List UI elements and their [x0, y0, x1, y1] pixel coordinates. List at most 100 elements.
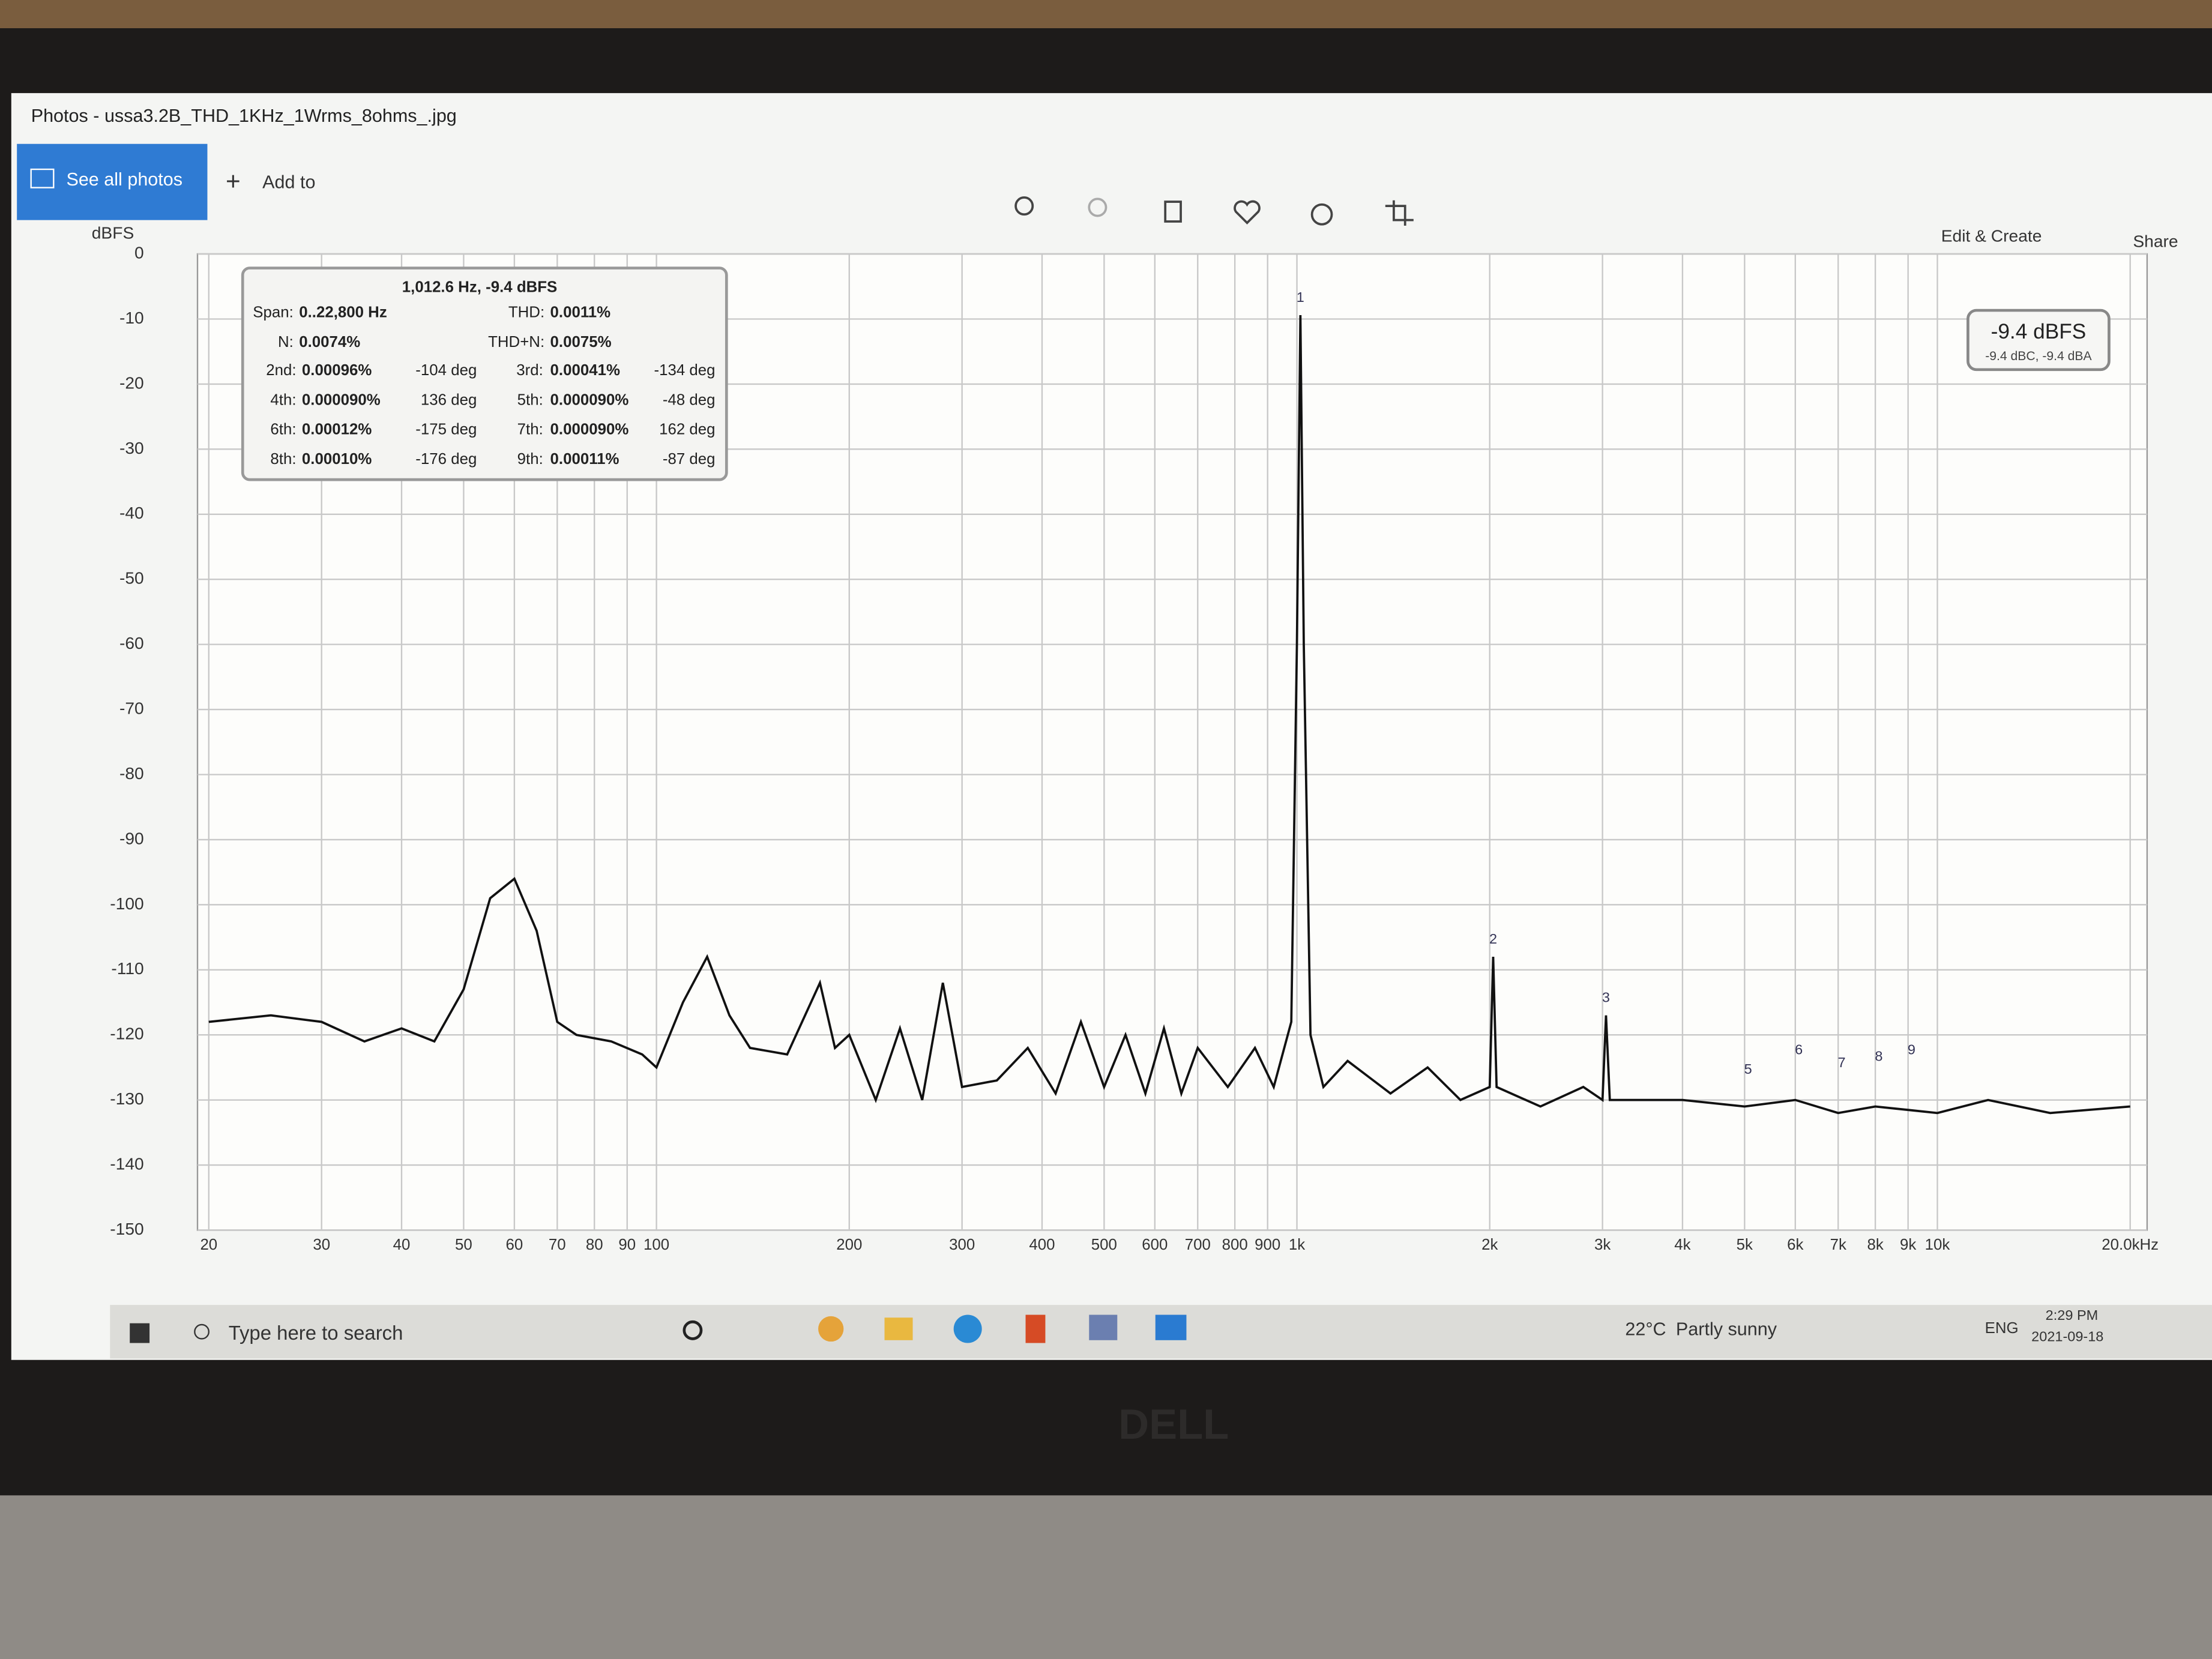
x-tick-label: 2k: [1481, 1236, 1498, 1253]
app-icon[interactable]: [1089, 1314, 1118, 1340]
info-cell: 0.0011%: [550, 304, 611, 321]
info-cell: -134 deg: [654, 362, 715, 379]
x-tick-label: 900: [1255, 1236, 1280, 1253]
info-cell: 3rd:: [516, 362, 543, 379]
x-tick-label: 200: [836, 1236, 862, 1253]
delete-icon[interactable]: [1164, 200, 1182, 223]
info-cell: 0.0074%: [299, 334, 360, 351]
x-tick-label: 700: [1185, 1236, 1211, 1253]
info-cell: -48 deg: [663, 391, 716, 408]
x-tick-label: 500: [1091, 1236, 1117, 1253]
info-cell: THD+N:: [488, 334, 544, 351]
cortana-icon[interactable]: [683, 1320, 703, 1340]
y-tick-label: -100: [110, 894, 143, 913]
y-tick-label: -10: [119, 308, 144, 327]
see-all-label[interactable]: See all photos: [66, 169, 182, 190]
level-main: -9.4 dBFS: [1991, 320, 2087, 343]
clock-time: 2:29 PM: [2046, 1307, 2099, 1323]
info-cell: 0.000090%: [550, 391, 629, 408]
clock-date: 2021-09-18: [2031, 1328, 2103, 1344]
info-cell: -87 deg: [663, 451, 716, 468]
x-tick-label: 8k: [1867, 1236, 1883, 1253]
zoom-out-icon[interactable]: [1088, 197, 1108, 217]
x-tick-label: 1k: [1289, 1236, 1305, 1253]
toolbar-icons: [1014, 196, 1414, 226]
harmonic-label: 1: [1297, 289, 1304, 305]
plus-icon[interactable]: +: [226, 167, 241, 196]
y-tick-label: -70: [119, 699, 144, 718]
share[interactable]: Share: [2133, 232, 2178, 251]
info-cell: 7th:: [517, 421, 543, 438]
info-cell: 0..22,800 Hz: [299, 304, 387, 321]
x-tick-label: 300: [949, 1236, 975, 1253]
x-tick-label: 20.0kHz: [2102, 1236, 2159, 1253]
start-icon[interactable]: [130, 1323, 150, 1343]
x-tick-label: 50: [455, 1236, 472, 1253]
harmonic-label: 8: [1875, 1048, 1882, 1064]
y-tick-label: -120: [110, 1024, 143, 1043]
rotate-icon[interactable]: [1310, 203, 1333, 226]
info-cell: 0.000090%: [302, 391, 381, 408]
info-cell: 8th:: [270, 451, 296, 468]
y-tick-label: -50: [119, 568, 144, 588]
y-tick-label: -110: [111, 959, 143, 978]
x-tick-label: 80: [586, 1236, 603, 1253]
weather: Partly sunny: [1676, 1319, 1777, 1339]
language: ENG: [1985, 1320, 2019, 1337]
bezel-logo: DELL: [1118, 1400, 1229, 1448]
see-all-button[interactable]: [17, 143, 208, 220]
x-tick-label: 600: [1142, 1236, 1168, 1253]
harmonic-label: 9: [1908, 1041, 1915, 1057]
x-tick-label: 7k: [1830, 1236, 1846, 1253]
x-tick-label: 6k: [1787, 1236, 1803, 1253]
x-tick-label: 3k: [1594, 1236, 1611, 1253]
edit-create[interactable]: Edit & Create: [1941, 226, 2042, 245]
y-tick-label: -60: [119, 633, 144, 652]
info-cell: 0.00041%: [550, 362, 620, 379]
y-tick-label: 0: [134, 243, 144, 262]
info-cell: N:: [278, 334, 294, 351]
info-cell: Span:: [253, 304, 294, 321]
info-cell: 0.00096%: [302, 362, 372, 379]
x-tick-label: 400: [1029, 1236, 1055, 1253]
y-tick-label: -30: [119, 438, 144, 457]
search-icon: [194, 1323, 209, 1340]
temperature: 22°C: [1625, 1319, 1666, 1339]
y-tick-label: -40: [119, 503, 144, 522]
harmonic-label: 2: [1489, 931, 1497, 947]
x-tick-label: 800: [1222, 1236, 1248, 1253]
explorer-icon[interactable]: [884, 1317, 913, 1340]
x-tick-label: 9k: [1900, 1236, 1916, 1253]
y-tick-label: -80: [119, 763, 144, 783]
office-icon[interactable]: [1025, 1314, 1046, 1343]
info-cell: -104 deg: [415, 362, 477, 379]
x-tick-label: 20: [200, 1236, 217, 1253]
zoom-in-icon[interactable]: [1014, 196, 1034, 216]
favorite-icon[interactable]: [1234, 200, 1261, 225]
crop-icon[interactable]: [1385, 200, 1414, 226]
harmonic-label: 7: [1837, 1055, 1845, 1070]
edge-icon[interactable]: [953, 1314, 982, 1343]
info-cell: 0.00010%: [302, 451, 372, 468]
info-cell: 0.0075%: [550, 334, 612, 351]
info-cell: 136 deg: [421, 391, 477, 408]
laptop-base: [0, 1495, 2212, 1659]
spectrum-line: [208, 315, 2130, 1115]
info-header: 1,012.6 Hz, -9.4 dBFS: [402, 279, 558, 295]
chrome-icon[interactable]: [818, 1316, 844, 1342]
x-tick-label: 5k: [1737, 1236, 1753, 1253]
y-tick-label: -20: [119, 373, 144, 392]
photos-taskbar-icon[interactable]: [1155, 1314, 1187, 1340]
y-tick-label: -140: [110, 1154, 143, 1173]
x-tick-label: 40: [393, 1236, 411, 1253]
info-cell: 4th:: [270, 391, 296, 408]
info-cell: 0.00011%: [550, 451, 619, 468]
add-to-label[interactable]: Add to: [262, 172, 315, 193]
search-box[interactable]: Type here to search: [229, 1322, 403, 1344]
x-tick-label: 4k: [1674, 1236, 1690, 1253]
chart: 0 -10 -20 -30 -40 -50 -60 -70 -80 -90 -100 -110 -120…: [110, 243, 2159, 1254]
x-tick-label: 60: [506, 1236, 523, 1253]
